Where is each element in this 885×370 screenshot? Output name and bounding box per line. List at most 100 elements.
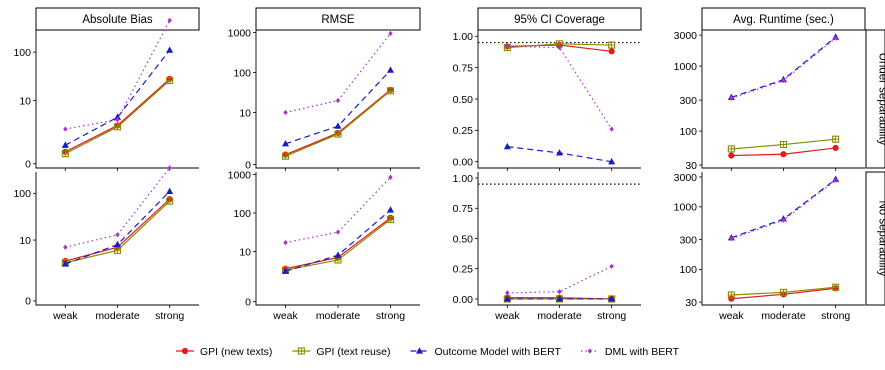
panel-title-box: [35, 7, 200, 31]
data-point-cross: [166, 198, 173, 205]
data-point: [167, 17, 172, 24]
data-point-cross: [780, 141, 787, 148]
axis-line: [35, 30, 199, 169]
data-point-cross: [114, 247, 121, 254]
legend-key-marker: [415, 347, 423, 354]
panel-title-box: [701, 7, 866, 31]
y-tick-label: 30: [685, 297, 697, 309]
y-tick-label: 0.50: [453, 94, 474, 106]
data-point: [729, 236, 734, 242]
panel: 30 100 300 1000 3000: [674, 30, 865, 172]
data-point: [556, 295, 563, 302]
row-strip-label: Under separability: [877, 53, 885, 146]
data-point: [608, 157, 616, 165]
panel-title: Avg. Runtime (sec.): [733, 14, 834, 26]
data-point-cross: [62, 150, 69, 157]
y-tick-label: 300: [679, 95, 697, 107]
x-tick-label: moderate: [316, 310, 361, 322]
x-tick-label: weak: [494, 310, 520, 322]
panel: 0 10 100: [13, 17, 199, 171]
data-point: [282, 139, 290, 147]
data-point-cross: [832, 284, 839, 291]
legend-label: GPI (text reuse): [316, 346, 390, 358]
x-tick-label: strong: [597, 310, 626, 322]
data-point: [505, 43, 510, 49]
y-tick-label: 1000: [674, 202, 698, 214]
series-line: [285, 176, 391, 244]
panel-title: 95% CI Coverage: [514, 14, 605, 26]
data-point-cross: [387, 216, 394, 223]
data-point: [781, 77, 786, 84]
y-tick-label: 3000: [674, 30, 698, 42]
panel: 0 10 100 weak moderate strong: [13, 165, 199, 322]
data-point-cross: [780, 289, 787, 296]
panel: 30 100 300 1000 3000 weak moderate strong: [674, 172, 865, 322]
y-tick-label: 100: [679, 264, 697, 276]
x-tick-label: strong: [155, 310, 184, 322]
data-point: [832, 144, 839, 152]
y-tick-label: 0: [245, 296, 251, 308]
y-tick-label: 10: [19, 235, 31, 247]
series-line: [731, 179, 837, 240]
panel-title-box: [255, 7, 421, 31]
legend-key-marker-cross: [298, 348, 305, 354]
data-point: [608, 295, 616, 302]
panel: 0.00 0.25 0.50 0.75 1.00 weak moderate strong: [453, 172, 641, 322]
data-point: [63, 126, 68, 132]
data-point: [114, 113, 121, 120]
y-tick-label: 0: [245, 159, 251, 171]
x-tick-label: moderate: [95, 310, 140, 322]
y-tick-label: 0: [25, 296, 31, 308]
data-point: [728, 152, 735, 159]
legend: GPI (new texts) GPI (text reuse) Outcome M…: [176, 346, 680, 358]
data-point: [780, 151, 787, 158]
y-tick-label: 0: [25, 159, 31, 171]
panel: 0.00 0.25 0.50 0.75 1.00: [453, 30, 641, 171]
data-point-cross: [335, 131, 341, 138]
series-line: [507, 45, 613, 130]
axis-line: [255, 30, 420, 169]
series-line: [731, 178, 837, 239]
y-tick-label: 0.00: [453, 157, 474, 169]
data-point: [334, 122, 342, 129]
x-tick-label: moderate: [537, 310, 582, 322]
data-point: [503, 295, 511, 302]
y-tick-label: 100: [679, 126, 697, 138]
y-tick-label: 1000: [674, 61, 698, 73]
row-strip-box: [865, 29, 885, 169]
axis-line: [255, 172, 420, 306]
data-point: [386, 206, 394, 213]
y-tick-label: 10: [19, 95, 31, 107]
x-tick-label: moderate: [761, 310, 806, 322]
data-point: [282, 267, 290, 274]
y-tick-label: 0.50: [453, 233, 474, 245]
y-tick-label: 10: [239, 246, 251, 258]
data-point: [283, 240, 288, 246]
legend-label: GPI (new texts): [200, 346, 272, 358]
data-point: [503, 142, 511, 150]
data-point: [833, 35, 838, 41]
legend-label: Outcome Model with BERT: [434, 346, 561, 358]
row-strip-label: No separability: [877, 200, 885, 276]
data-point: [608, 48, 615, 55]
data-point: [61, 260, 69, 267]
data-point: [334, 251, 342, 258]
y-tick-label: 0.25: [453, 125, 474, 137]
y-tick-label: 0.75: [453, 203, 474, 215]
y-tick-label: 0.00: [453, 294, 474, 306]
y-tick-label: 3000: [674, 172, 698, 184]
data-point: [729, 95, 734, 101]
row-strip-box: [865, 171, 885, 306]
x-tick-label: weak: [52, 310, 78, 322]
y-tick-label: 100: [233, 67, 251, 79]
data-point: [557, 289, 562, 295]
y-tick-label: 0.75: [453, 62, 474, 74]
data-point-cross: [166, 77, 173, 84]
data-point: [505, 290, 510, 296]
panel-title-box: [477, 7, 642, 31]
y-tick-label: 1.00: [453, 31, 474, 43]
data-point: [166, 46, 174, 53]
y-tick-label: 10: [239, 107, 251, 119]
x-tick-label: strong: [821, 310, 850, 322]
